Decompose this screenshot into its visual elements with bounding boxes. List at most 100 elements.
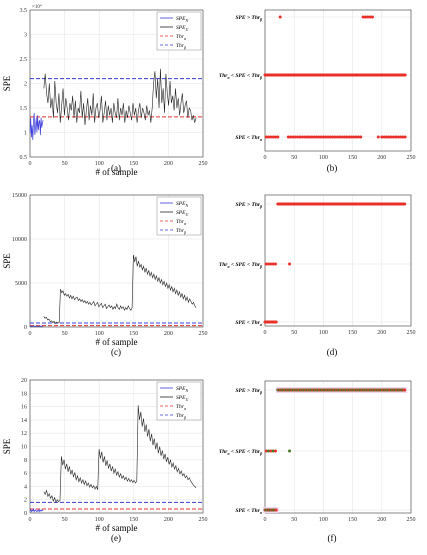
x-tick-label: 0 (29, 331, 32, 337)
legend-entry: SPEU (176, 210, 188, 217)
state-point (376, 135, 380, 139)
x-tick-label: 0 (264, 155, 267, 161)
x-axis-label: # of sample (96, 523, 138, 533)
series-unknown-line (43, 68, 197, 126)
state-point (276, 135, 280, 139)
level-label: SPE > Thrβ (235, 15, 262, 22)
state-point (363, 15, 367, 19)
state-point (349, 135, 353, 139)
legend-entry: SPEU (176, 25, 188, 32)
level-label: Thrα < SPE < Thrβ (219, 73, 262, 80)
state-point (264, 449, 268, 453)
state-point (380, 135, 384, 139)
panel-caption-a: (a) (111, 163, 121, 173)
plot-frame (264, 194, 412, 327)
y-tick-label: 6 (24, 471, 27, 477)
x-tick-label: 150 (129, 161, 138, 167)
level-label: Thrα < SPE < Thrβ (219, 449, 262, 456)
state-point (289, 135, 293, 139)
panel-caption-e: (e) (111, 533, 121, 543)
x-tick-label: 250 (199, 331, 208, 337)
level-label: Thrα < SPE < Thrβ (219, 262, 262, 269)
y-axis-label: SPE (2, 253, 12, 269)
x-tick-label: 150 (348, 155, 357, 161)
panel-caption-f: (f) (328, 533, 337, 543)
plot-frame (264, 9, 412, 152)
level-label: SPE < Thrα (235, 135, 263, 142)
state-point (267, 135, 271, 139)
state-point (389, 135, 393, 139)
x-tick-label: 0 (264, 330, 267, 336)
level-label: SPE > Thrβ (235, 202, 262, 209)
state-point (321, 135, 325, 139)
state-point (370, 15, 374, 19)
x-tick-label: 0 (29, 517, 32, 523)
state-point (319, 135, 323, 139)
y-tick-label: 2 (24, 498, 27, 504)
state-point (271, 135, 275, 139)
axis-exponent: ×10⁴ (32, 4, 42, 10)
line-chart-e: 0 50 100 150 200 250 0 2 4 6 8 10 12 14 16 18 20 # of sam… (2, 378, 208, 533)
y-tick-label: 20 (21, 378, 27, 384)
x-tick-label: 100 (95, 331, 104, 337)
state-point (274, 262, 278, 266)
state-point (335, 135, 339, 139)
x-tick-label: 250 (407, 155, 416, 161)
y-axis-label: SPE (2, 75, 12, 91)
plot-frame (29, 379, 204, 514)
state-point (342, 135, 346, 139)
state-point (345, 135, 349, 139)
y-tick-label: 5000 (15, 281, 27, 287)
x-axis-label: # of sample (96, 337, 138, 347)
state-point (403, 135, 407, 139)
state-point (278, 15, 282, 19)
state-point (356, 135, 360, 139)
state-point (403, 388, 407, 392)
state-point (394, 135, 398, 139)
state-point (347, 135, 351, 139)
state-chart-b: 0 50 100 150 200 250 SPE > Thrβ Thrα < SPE < Th… (219, 9, 416, 161)
legend-entry: Thrα (176, 219, 187, 226)
x-tick-label: 200 (377, 155, 386, 161)
y-tick-label: 0 (24, 511, 27, 517)
legend-entry: SPEN (176, 386, 188, 393)
state-point (271, 262, 275, 266)
x-tick-label: 250 (407, 330, 416, 336)
state-point (314, 135, 318, 139)
state-point (312, 135, 316, 139)
state-point (366, 15, 370, 19)
state-point (384, 135, 388, 139)
state-point (293, 135, 297, 139)
y-tick-label: 2.5 (20, 57, 28, 63)
state-point (403, 202, 407, 206)
legend-entry: SPEN (176, 201, 188, 208)
state-point (368, 15, 372, 19)
state-point (305, 135, 309, 139)
state-point (324, 135, 328, 139)
y-tick-label: 18 (21, 391, 27, 397)
series-unknown-line (43, 254, 197, 324)
state-point (403, 73, 407, 77)
state-point (296, 135, 300, 139)
plot-frame (264, 380, 412, 514)
y-tick-label: 12 (21, 431, 27, 437)
state-point (396, 135, 400, 139)
x-tick-label: 100 (95, 161, 104, 167)
legend-entry: Thrβ (176, 413, 186, 420)
x-tick-label: 200 (164, 161, 173, 167)
state-point (274, 320, 278, 324)
y-tick-label: 10000 (12, 237, 27, 243)
y-tick-label: 0.5 (20, 155, 28, 161)
legend-entry: Thrβ (176, 43, 186, 50)
state-chart-d: 0 50 100 150 200 250 SPE > Thrβ Thrα < SPE < Th… (219, 194, 416, 336)
x-tick-label: 0 (29, 161, 32, 167)
state-point (264, 135, 268, 139)
x-tick-label: 200 (164, 517, 173, 523)
x-tick-label: 250 (407, 517, 416, 523)
state-point (338, 135, 342, 139)
x-axis-label: # of sample (96, 167, 138, 177)
y-tick-label: 0 (24, 325, 27, 331)
state-point (274, 449, 278, 453)
state-point (401, 135, 405, 139)
state-chart-f: 0 50 100 150 200 250 SPE > Thrβ Thrα < SPE < Th… (219, 380, 416, 523)
